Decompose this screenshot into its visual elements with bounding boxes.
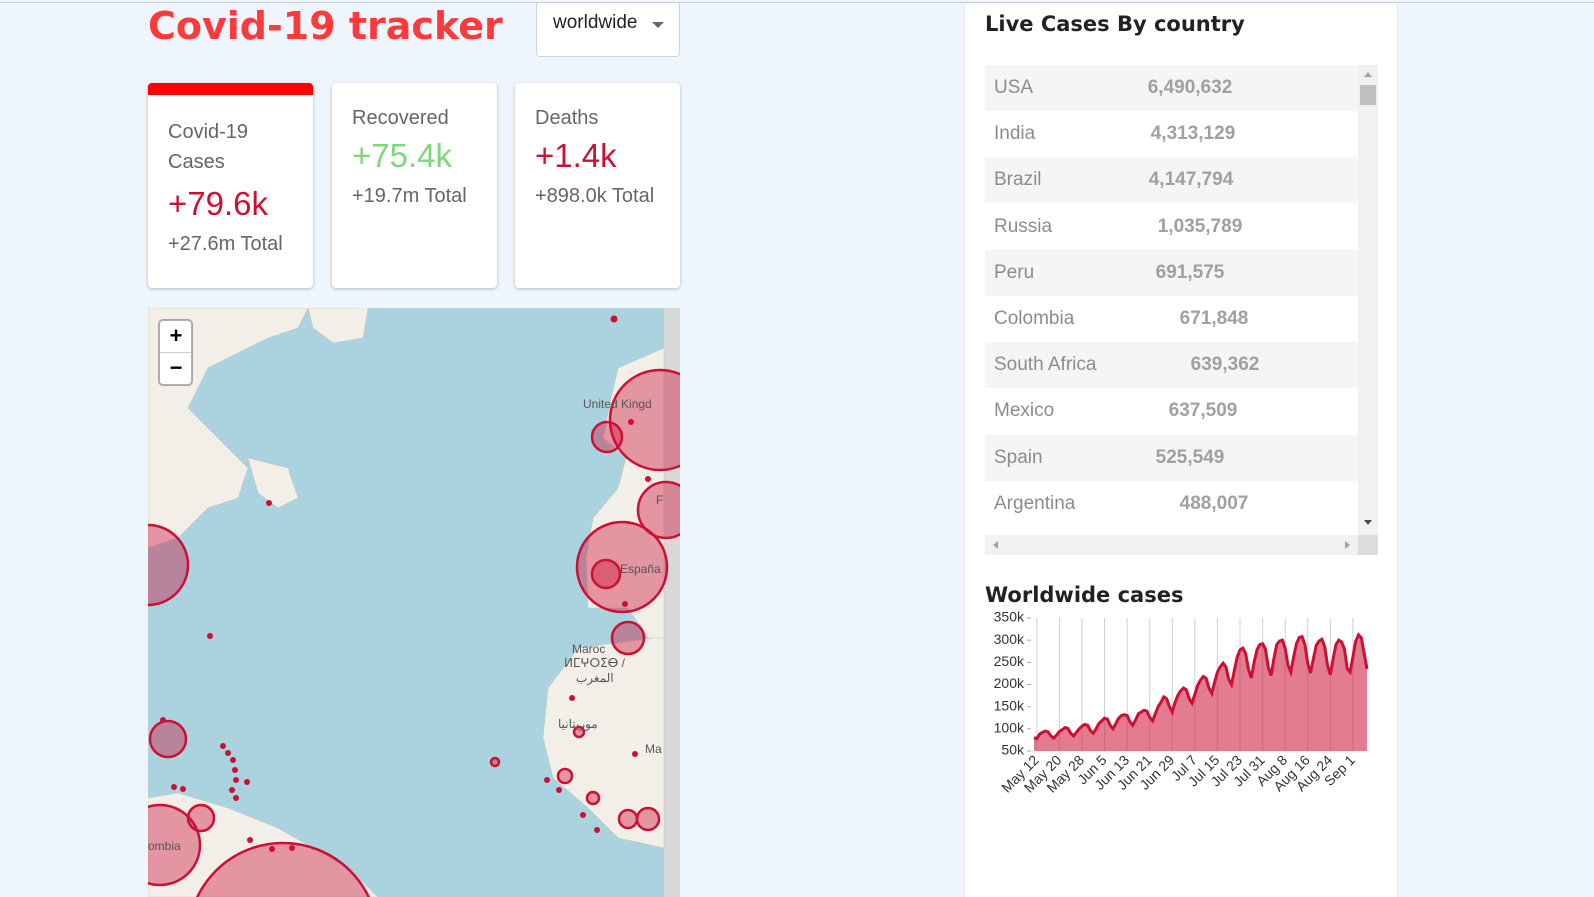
cases: 691,575 (1155, 261, 1225, 283)
country: Mexico (994, 400, 1055, 422)
arrow-right[interactable] (1345, 541, 1350, 549)
table-row: India 4,313,129 (985, 111, 1358, 157)
country: Russia (994, 215, 1053, 237)
scrollbars (985, 65, 1378, 555)
v-thumb[interactable] (1360, 85, 1376, 105)
top-border (0, 2, 1594, 3)
corner (1358, 535, 1378, 555)
case-dots (160, 315, 651, 852)
y-tick-label: 50k (1001, 742, 1025, 758)
table-row: Argentina 488,007 (985, 481, 1358, 527)
map-label: F (656, 493, 663, 507)
card-total: +27.6m Total (168, 233, 283, 255)
cases: 4,313,129 (1150, 123, 1236, 145)
country: Spain (994, 446, 1043, 468)
map-label: ⵍⵎⵖⵔⵉⴱ / (564, 656, 626, 670)
card-title: Covid-19 Cases (168, 121, 249, 173)
table-row: Spain 525,549 (985, 434, 1358, 481)
map-label: موريتانيا (558, 717, 598, 731)
h-scrollbar[interactable] (985, 535, 1358, 555)
cases: 671,848 (1179, 308, 1249, 329)
arrow-left[interactable] (993, 541, 998, 549)
map-labels: United Kingd España Maroc ⵍⵎⵖⵔⵉⴱ / المغر… (148, 397, 663, 853)
cases: 1,035,789 (1157, 215, 1243, 237)
card-title: Deaths (535, 107, 599, 129)
card-title: Recovered (352, 107, 449, 129)
map-edge (664, 308, 680, 897)
map-label: ombia (148, 839, 181, 853)
table-row: Colombia 671,848 (985, 296, 1358, 342)
country: Brazil (994, 169, 1042, 191)
country: Peru (994, 261, 1035, 283)
map[interactable]: United Kingd España Maroc ⵍⵎⵖⵔⵉⴱ / المغر… (148, 308, 680, 897)
y-tick-label: 100k (994, 720, 1025, 736)
arrow-down[interactable] (1364, 520, 1372, 525)
cases: 637,509 (1168, 400, 1238, 422)
zoom-control: + − (158, 319, 193, 386)
y-tick-label: 150k (994, 697, 1025, 713)
table-row: Russia 1,035,789 (985, 204, 1358, 250)
country: Argentina (994, 492, 1076, 514)
arrow-up[interactable] (1364, 72, 1372, 77)
deaths-card[interactable]: Deaths +1.4k +898.0k Total (515, 83, 680, 288)
card-total: +898.0k Total (535, 185, 655, 207)
country: South Africa (994, 354, 1097, 376)
card-value: +79.6k (168, 185, 268, 222)
cases-card[interactable]: Covid-19 Cases +79.6k +27.6m Total (148, 83, 313, 288)
country-select[interactable]: worldwide (536, 3, 680, 57)
table-row: Brazil 4,147,794 (985, 157, 1358, 204)
chart-title: Worldwide cases (985, 583, 1184, 607)
cases: 639,362 (1190, 354, 1260, 376)
map-label: United Kingd (583, 397, 652, 411)
cases: 488,007 (1179, 492, 1249, 514)
v-scrollbar[interactable] (1358, 65, 1378, 535)
cases: 4,147,794 (1148, 169, 1234, 191)
table-title: Live Cases By country (985, 12, 1245, 36)
map-label: المغرب (576, 671, 614, 685)
y-tick-label: 300k (994, 631, 1025, 647)
caret (652, 22, 664, 28)
case-circles (148, 368, 680, 897)
line (1033, 632, 1369, 741)
zoom-in[interactable]: + (170, 323, 183, 348)
table-row: Peru 691,575 (985, 249, 1358, 296)
table-row: Mexico 637,509 (985, 388, 1358, 434)
zoom-out[interactable]: − (170, 355, 183, 380)
app-title: Covid-19 tracker (148, 4, 503, 48)
card-value: +75.4k (352, 137, 452, 174)
area (1034, 634, 1367, 751)
country: USA (994, 77, 1034, 98)
map-label: Maroc (572, 642, 605, 656)
country: India (994, 123, 1036, 145)
map-label: España (620, 562, 661, 576)
cases: 525,549 (1155, 446, 1225, 468)
recovered-card[interactable]: Recovered +75.4k +19.7m Total (332, 83, 497, 288)
table-row: USA 6,490,632 (985, 65, 1358, 111)
card-total: +19.7m Total (352, 185, 467, 207)
card-value: +1.4k (535, 137, 617, 174)
y-tick-label: 250k (994, 653, 1025, 669)
cases: 6,490,632 (1147, 77, 1233, 98)
select-value: worldwide (553, 12, 638, 33)
y-tick-label: 200k (994, 675, 1025, 691)
table-row: South Africa 639,362 (985, 342, 1358, 389)
y-tick-label: 350k (994, 609, 1025, 625)
country: Colombia (994, 308, 1075, 329)
map-label: Ma (645, 742, 662, 756)
